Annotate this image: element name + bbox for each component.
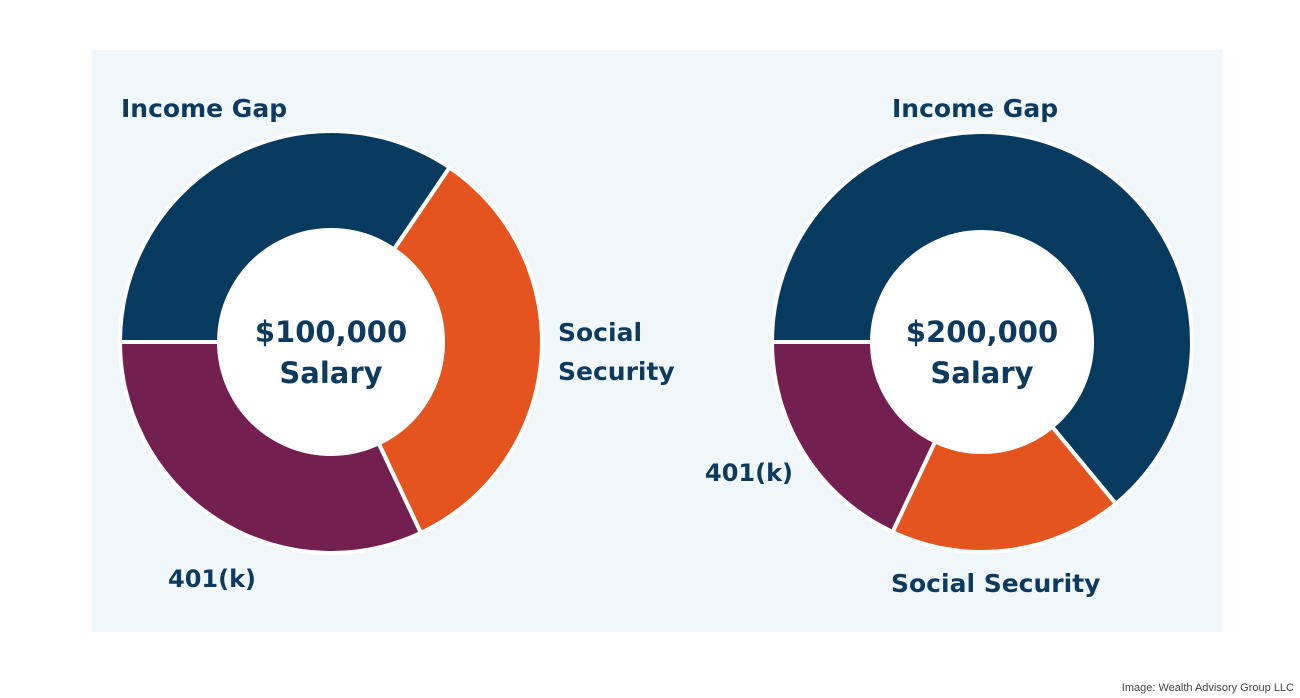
donut-center-hole <box>874 234 1090 450</box>
salary-100k-donut: Income Gap Social Security 401(k) $100,0… <box>117 94 675 593</box>
donut-slice-401-k <box>117 340 424 555</box>
slice-label-social-security-line-2: Security <box>558 357 675 386</box>
donut-slice-income-gap <box>117 129 453 344</box>
center-salary-value: $200,000 <box>906 315 1058 349</box>
slice-label-social-security-line-1: Social <box>558 318 642 347</box>
slice-label-social-security: Social Security <box>558 318 675 386</box>
slice-label-income-gap: Income Gap <box>121 94 287 123</box>
donut-slice-income-gap <box>769 130 1194 507</box>
slice-label-401k: 401(k) <box>168 565 256 593</box>
donut-slice-401-k <box>769 340 938 535</box>
donut-slice-social-security <box>889 423 1119 554</box>
slice-label-401k: 401(k) <box>705 459 793 487</box>
center-salary-word: Salary <box>279 356 382 390</box>
slice-label-income-gap: Income Gap <box>892 94 1058 123</box>
image-credit: Image: Wealth Advisory Group LLC <box>1121 682 1294 694</box>
slice-label-social-security: Social Security <box>891 569 1100 598</box>
center-salary-value: $100,000 <box>255 315 407 349</box>
salary-200k-donut: Income Gap Social Security 401(k) $200,0… <box>705 94 1194 598</box>
center-salary-word: Salary <box>930 356 1033 390</box>
donut-center-hole <box>221 232 441 452</box>
donut-slices <box>117 129 544 555</box>
donut-slice-social-security <box>376 164 544 536</box>
donut-slices <box>769 130 1194 554</box>
